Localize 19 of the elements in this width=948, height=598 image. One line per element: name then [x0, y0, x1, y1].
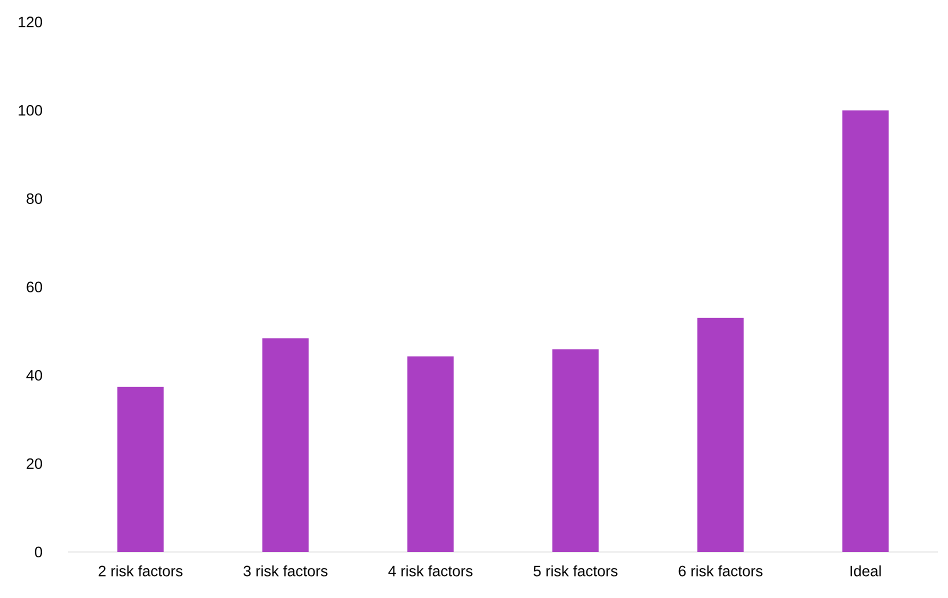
x-tick-label: 6 risk factors [678, 565, 762, 576]
y-tick-label: 20 [26, 458, 42, 469]
bar [262, 338, 309, 552]
bar [407, 356, 454, 552]
x-tick-label: Ideal [850, 565, 881, 576]
y-tick-label: 0 [34, 546, 42, 558]
y-tick-label: 100 [18, 105, 42, 116]
x-tick-label: 3 risk factors [244, 565, 328, 576]
bar [117, 386, 164, 552]
bar [697, 318, 744, 552]
y-tick-label: 120 [18, 16, 42, 28]
y-tick-label: 40 [26, 370, 42, 381]
bar [842, 110, 889, 552]
y-tick-label: 60 [26, 282, 42, 292]
bar [552, 349, 599, 552]
x-tick-label: 4 risk factors [388, 565, 472, 576]
x-tick-label: 5 risk factors [534, 565, 618, 576]
x-tick-label: 2 risk factors [98, 565, 182, 576]
y-tick-label: 80 [26, 193, 42, 204]
